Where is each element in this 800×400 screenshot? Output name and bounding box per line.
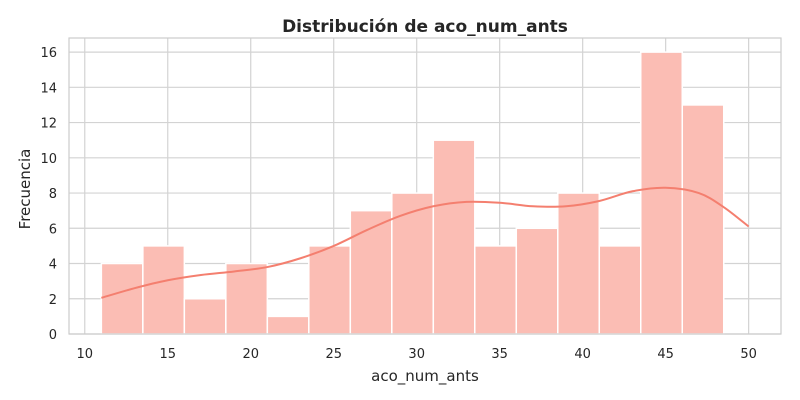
- y-tick-label: 8: [49, 187, 57, 202]
- x-tick-labels: 10 15 20 25 30 35 40 45 50: [76, 347, 756, 362]
- histogram-bar: [432, 139, 476, 335]
- x-tick-label: 30: [408, 347, 425, 362]
- histogram-bar: [598, 245, 642, 335]
- x-tick-label: 40: [574, 347, 591, 362]
- x-axis-label: aco_num_ants: [371, 367, 479, 386]
- histogram-bar: [640, 51, 683, 335]
- kde-line: [101, 186, 750, 299]
- x-tick-label: 35: [491, 347, 508, 362]
- histogram-bar: [266, 315, 310, 335]
- histogram-bar: [474, 245, 518, 335]
- histogram-bar: [183, 298, 227, 335]
- y-tick-label: 4: [49, 258, 57, 273]
- x-tick-label: 15: [159, 347, 176, 362]
- y-tick-label: 2: [49, 293, 57, 308]
- chart-title: Distribución de aco_num_ants: [282, 17, 568, 37]
- histogram-bars: [100, 51, 725, 335]
- x-tick-label: 10: [76, 347, 93, 362]
- histogram-bar: [142, 245, 186, 335]
- x-tick-label: 20: [242, 347, 259, 362]
- y-tick-label: 10: [40, 152, 57, 167]
- histogram-bar: [515, 227, 559, 335]
- x-tick-label: 45: [657, 347, 674, 362]
- histogram-bar: [225, 262, 269, 335]
- y-tick-labels: 0 2 4 6 8 10 12 14 16: [40, 46, 57, 343]
- y-tick-label: 6: [49, 222, 57, 237]
- histogram-bar: [557, 192, 601, 335]
- histogram-bar: [391, 192, 435, 335]
- y-tick-label: 12: [40, 117, 57, 132]
- y-axis-label: Frecuencia: [16, 149, 34, 230]
- y-tick-label: 14: [40, 81, 57, 96]
- x-tick-label: 50: [740, 347, 757, 362]
- histogram-bar: [681, 104, 725, 335]
- histogram-bar: [308, 245, 352, 335]
- plot-frame: [68, 37, 782, 335]
- y-tick-label: 0: [49, 328, 57, 343]
- kde-curve-group: [101, 186, 750, 299]
- histogram-bar: [100, 262, 144, 335]
- x-tick-label: 25: [325, 347, 342, 362]
- y-tick-label: 16: [40, 46, 57, 61]
